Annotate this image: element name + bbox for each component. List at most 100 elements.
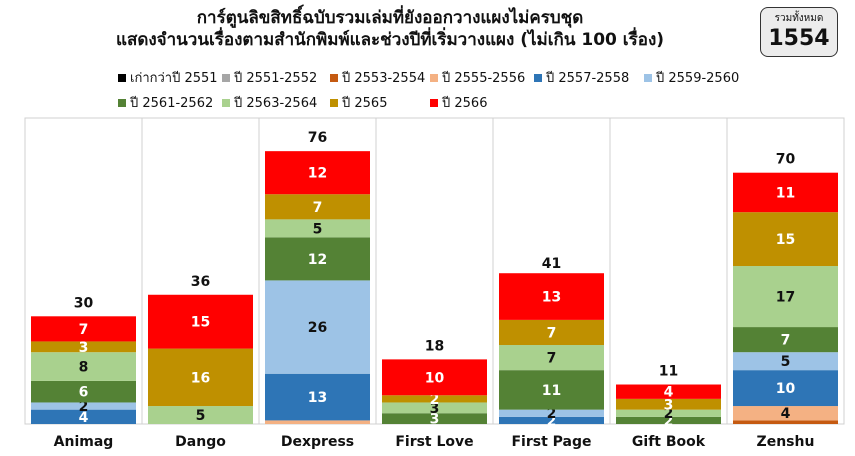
segment-value-label: 7 (313, 200, 323, 216)
segment-value-label: 7 (547, 351, 557, 367)
total-count-label: รวมทั้งหมด (774, 13, 824, 24)
bar-segment (31, 402, 136, 410)
bar-segment (31, 316, 136, 342)
bar-total-label: 41 (542, 256, 561, 272)
legend-label: ปี 2551-2552 (234, 71, 318, 86)
bar-total-label: 36 (191, 274, 210, 290)
legend-swatch (222, 98, 230, 107)
segment-value-label: 15 (191, 315, 210, 331)
legend-label: ปี 2561-2562 (130, 96, 214, 111)
bar-segment (382, 395, 487, 403)
chart-title: การ์ตูนลิขสิทธิ์ฉบับรวมเล่มที่ยังออกวางแ… (196, 8, 584, 28)
segment-value-label: 4 (664, 385, 674, 401)
category-tick-label: First Page (511, 434, 591, 450)
bar-segment (499, 319, 604, 346)
bar-segment (499, 416, 604, 424)
bar-segment (733, 266, 838, 328)
segment-value-label: 7 (547, 325, 557, 341)
legend-item: ปี 2561-2562 (118, 92, 213, 113)
bar-segment (382, 359, 487, 396)
category-tick-label: First Love (395, 434, 473, 450)
segment-value-label: 11 (776, 185, 795, 201)
bar-segment (31, 352, 136, 381)
legend-swatch (330, 98, 338, 107)
legend-item: ปี 2557-2558 (534, 67, 629, 88)
legend-label: ปี 2557-2558 (546, 71, 630, 86)
legend-label: ปี 2566 (442, 96, 488, 111)
segment-value-label: 5 (313, 221, 323, 237)
segment-value-label: 2 (664, 413, 674, 429)
bar-segment (616, 398, 721, 410)
legend-label: ปี 2555-2556 (442, 71, 526, 86)
legend-swatch (534, 73, 542, 82)
segment-value-label: 2 (664, 406, 674, 422)
category-tick-label: Animag (54, 434, 114, 450)
bar-segment (148, 294, 253, 349)
category-tick-label: Dango (175, 434, 226, 450)
bar-total-label: 18 (425, 338, 444, 354)
segment-value-label: 3 (79, 340, 89, 356)
segment-value-label: 3 (430, 401, 440, 417)
segment-value-label: 16 (191, 370, 210, 386)
bar-segment (265, 237, 370, 281)
bar-segment (733, 352, 838, 371)
total-count-box: รวมทั้งหมด 1554 (760, 7, 838, 57)
bar-segment (31, 409, 136, 424)
bar-total-label: 76 (308, 130, 327, 146)
total-count-value: 1554 (768, 26, 830, 51)
segment-value-label: 4 (781, 406, 791, 422)
bar-segment (733, 172, 838, 213)
segment-value-label: 3 (430, 412, 440, 428)
bar-segment (31, 341, 136, 353)
segment-value-label: 7 (781, 333, 791, 349)
segment-value-label: 7 (79, 322, 89, 338)
segment-value-label: 2 (547, 406, 557, 422)
legend-label: เก่ากว่าปี 2551 (130, 71, 218, 86)
chart-subtitle: แสดงจำนวนเรื่องตามสำนักพิมพ์และช่วงปีที่… (115, 30, 665, 50)
bar-segment (265, 420, 370, 424)
bar-segment (382, 402, 487, 414)
bar-total-label: 70 (776, 152, 796, 168)
segment-value-label: 13 (542, 290, 561, 306)
category-tick-label: Zenshu (757, 434, 815, 450)
bar-segment (499, 409, 604, 417)
segment-value-label: 10 (776, 381, 796, 397)
segment-value-label: 2 (547, 413, 557, 429)
bar-segment (733, 370, 838, 407)
segment-value-label: 8 (79, 360, 89, 376)
bar-total-label: 30 (74, 295, 94, 311)
bar-segment (733, 327, 838, 353)
segment-value-label: 5 (781, 354, 791, 370)
bar-segment (616, 416, 721, 424)
category-tick-label: Gift Book (632, 434, 706, 450)
legend-swatch (330, 73, 338, 82)
legend-item: ปี 2566 (430, 92, 487, 113)
bar-segment (148, 406, 253, 424)
bar-segment (265, 194, 370, 220)
bar-segment (733, 420, 838, 424)
legend-swatch (118, 98, 126, 107)
bar-segment (616, 409, 721, 417)
segment-value-label: 2 (79, 399, 89, 415)
legend-item: ปี 2555-2556 (430, 67, 525, 88)
legend-swatch (430, 73, 438, 82)
segment-value-label: 13 (308, 390, 327, 406)
segment-value-label: 2 (430, 392, 440, 408)
bar-segment (265, 280, 370, 374)
segment-value-label: 4 (79, 410, 89, 426)
legend-item: ปี 2551-2552 (222, 67, 317, 88)
bar-segment (148, 348, 253, 407)
legend-swatch (222, 73, 230, 82)
legend-swatch (118, 73, 126, 82)
segment-value-label: 5 (196, 408, 206, 424)
bar-segment (499, 273, 604, 320)
bar-segment (733, 212, 838, 267)
bar-segment (265, 373, 370, 421)
bar-segment (499, 370, 604, 410)
bar-segment (382, 413, 487, 424)
legend-swatch (644, 73, 652, 82)
bar-total-label: 11 (659, 364, 678, 380)
segment-value-label: 17 (776, 290, 795, 306)
segment-value-label: 26 (308, 320, 327, 336)
